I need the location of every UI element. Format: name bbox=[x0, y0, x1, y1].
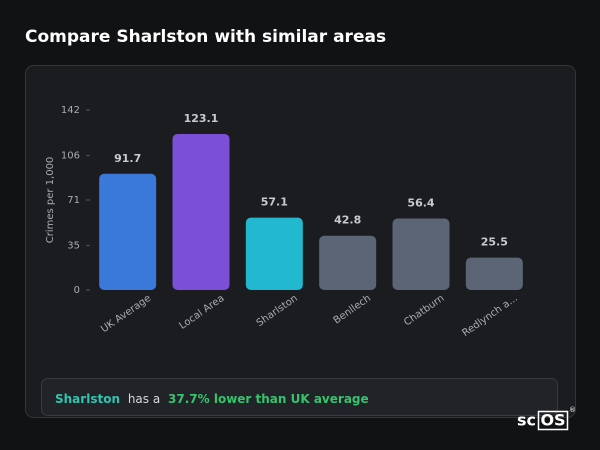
summary-highlight: 37.7% lower than UK average bbox=[168, 392, 369, 406]
bar bbox=[319, 235, 377, 290]
logo-box bbox=[537, 410, 569, 431]
value-label: 42.8 bbox=[334, 214, 361, 227]
logo-prefix: sc bbox=[517, 411, 536, 430]
value-label: 25.5 bbox=[481, 236, 508, 249]
bar bbox=[465, 257, 523, 290]
y-tick-label: 71 bbox=[67, 195, 80, 206]
value-label: 91.7 bbox=[114, 152, 141, 165]
page-title: Compare Sharlston with similar areas bbox=[25, 27, 386, 47]
bar bbox=[392, 218, 450, 290]
logo-boxed: OS bbox=[540, 411, 565, 430]
value-label: 57.1 bbox=[261, 196, 288, 209]
bar bbox=[99, 173, 157, 290]
y-tick-label: 35 bbox=[67, 241, 80, 252]
logo-mark: ® bbox=[569, 406, 576, 414]
summary-box bbox=[41, 378, 558, 416]
summary-area: Sharlston bbox=[55, 392, 120, 406]
y-axis-label: Crimes per 1,000 bbox=[45, 157, 56, 244]
value-label: 123.1 bbox=[184, 112, 219, 125]
y-tick-label: 106 bbox=[61, 151, 80, 162]
summary: Sharlston has a 37.7% lower than UK aver… bbox=[55, 392, 369, 406]
y-tick-label: 142 bbox=[61, 105, 80, 116]
summary-text: has a bbox=[128, 392, 160, 406]
bar bbox=[245, 217, 303, 290]
bar bbox=[172, 133, 230, 290]
value-label: 56.4 bbox=[407, 197, 434, 210]
y-tick-label: 0 bbox=[74, 285, 80, 296]
